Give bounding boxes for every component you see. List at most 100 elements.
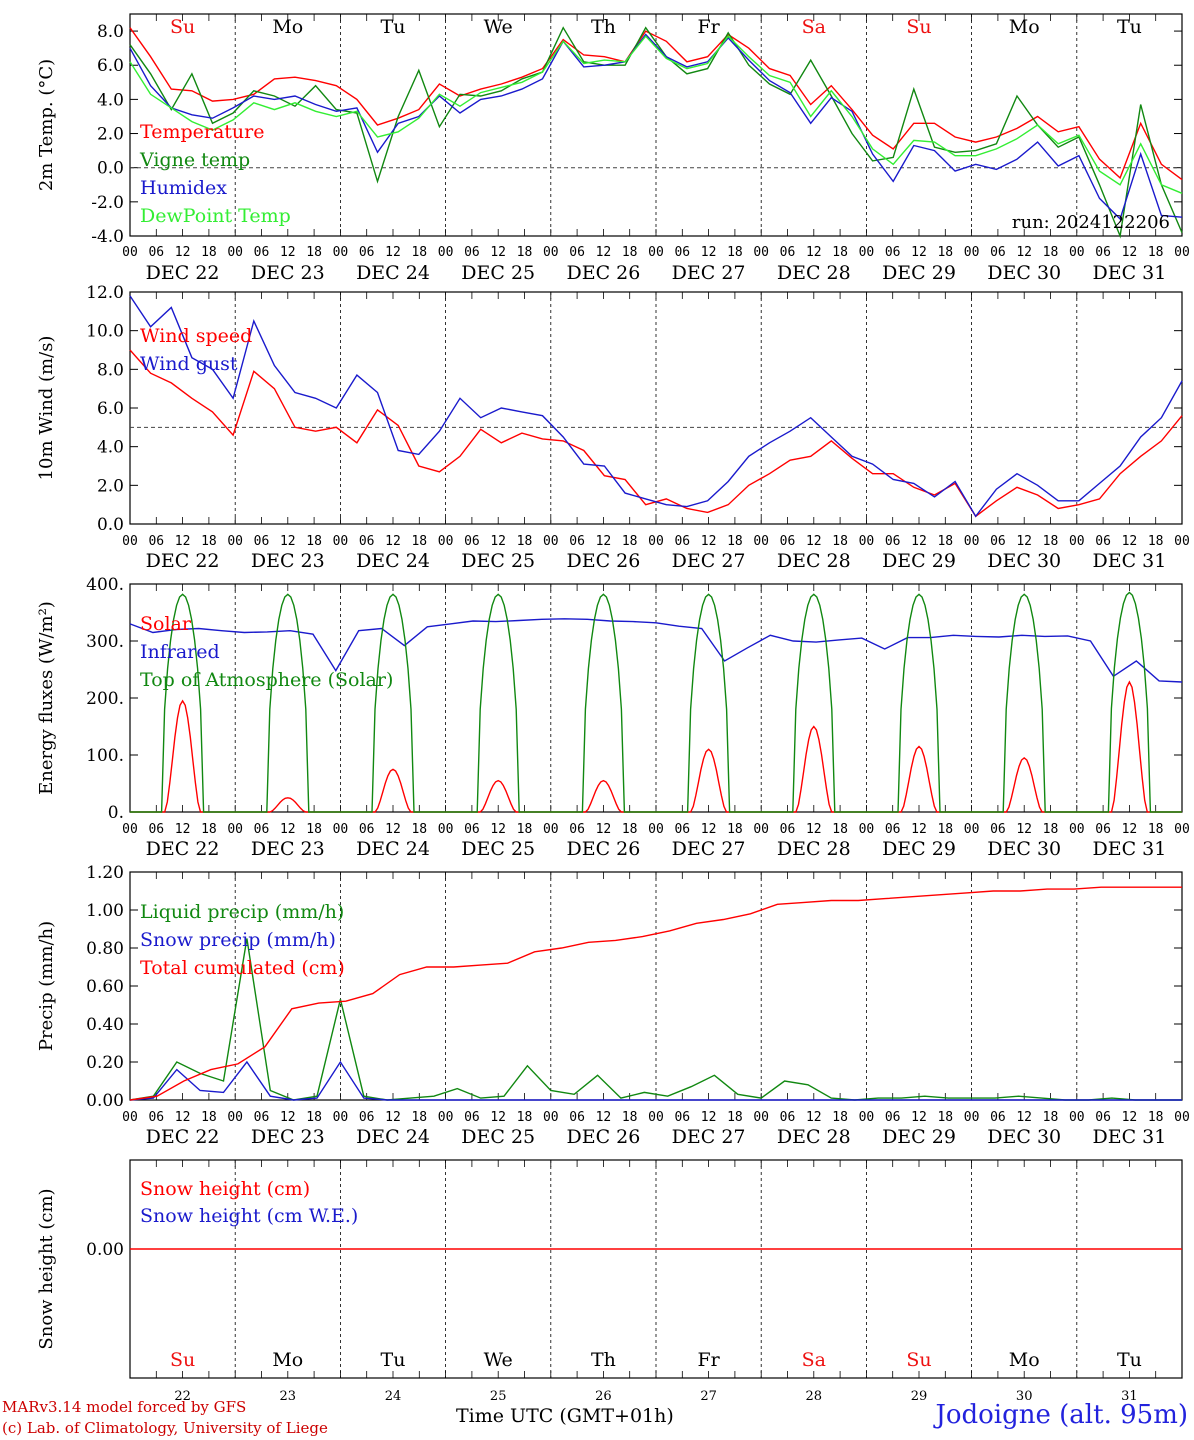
y-tick-label: 400. <box>86 575 124 595</box>
hour-tick-label: 06 <box>885 534 901 549</box>
hour-tick-label: 00 <box>543 245 559 260</box>
hour-tick-label: 18 <box>306 245 322 260</box>
y-tick-label: -4.0 <box>91 227 124 247</box>
hour-tick-label: 12 <box>596 1110 612 1125</box>
hour-tick-label: 00 <box>648 1110 664 1125</box>
y-tick-label: 6.0 <box>97 399 124 419</box>
weekday-label: Tu <box>381 1349 406 1371</box>
hour-tick-label: 00 <box>648 534 664 549</box>
hour-tick-label: 06 <box>1095 245 1111 260</box>
hour-tick-label: 18 <box>727 245 743 260</box>
hour-tick-label: 06 <box>359 534 375 549</box>
date-label: DEC 31 <box>1092 1126 1166 1148</box>
hour-tick-label: 06 <box>148 245 164 260</box>
date-label: DEC 25 <box>461 838 535 860</box>
hour-tick-label: 06 <box>148 534 164 549</box>
hour-tick-label: 00 <box>333 245 349 260</box>
hour-tick-label: 00 <box>1069 822 1085 837</box>
hour-tick-label: 00 <box>438 534 454 549</box>
hour-tick-label: 06 <box>464 534 480 549</box>
hour-tick-label: 00 <box>859 822 875 837</box>
y-tick-label: 0.0 <box>97 515 124 535</box>
hour-tick-label: 18 <box>1043 1110 1059 1125</box>
day-number-label: 28 <box>806 1389 823 1404</box>
hour-tick-label: 12 <box>385 822 401 837</box>
date-label: DEC 30 <box>987 550 1061 572</box>
series-line-total-cumulated-cm- <box>129 886 1182 1101</box>
hour-tick-label: 18 <box>727 534 743 549</box>
date-label: DEC 27 <box>672 838 746 860</box>
date-label: DEC 22 <box>146 838 220 860</box>
hour-tick-label: 18 <box>201 1110 217 1125</box>
hour-tick-label: 12 <box>1016 534 1032 549</box>
hour-tick-label: 00 <box>1174 534 1190 549</box>
lab-credit: (c) Lab. of Climatology, University of L… <box>2 1419 328 1437</box>
hour-tick-label: 18 <box>622 1110 638 1125</box>
hour-tick-label: 00 <box>543 822 559 837</box>
hour-tick-label: 06 <box>1095 822 1111 837</box>
y-tick-label: 10.0 <box>86 322 124 342</box>
hour-tick-label: 12 <box>385 245 401 260</box>
hour-tick-label: 12 <box>490 822 506 837</box>
hour-tick-label: 12 <box>911 245 927 260</box>
weekday-label: Fr <box>697 1349 720 1371</box>
hour-tick-label: 18 <box>937 1110 953 1125</box>
series-line-humidex <box>129 33 1183 221</box>
y-tick-label: 1.20 <box>86 863 124 883</box>
weekday-label: Mo <box>1009 1349 1040 1371</box>
legend-entry: Solar <box>140 613 192 635</box>
hour-tick-label: 06 <box>990 1110 1006 1125</box>
y-axis-label: Precip (mm/h) <box>36 921 57 1051</box>
hour-tick-label: 00 <box>1174 1110 1190 1125</box>
hour-tick-label: 18 <box>306 1110 322 1125</box>
day-number-label: 23 <box>280 1389 297 1404</box>
y-axis-label: Energy fluxes (W/m²) <box>36 601 57 795</box>
hour-tick-label: 12 <box>1016 1110 1032 1125</box>
hour-tick-label: 06 <box>885 245 901 260</box>
weekday-label: Mo <box>272 16 303 38</box>
hour-tick-label: 18 <box>517 1110 533 1125</box>
hour-tick-label: 18 <box>306 534 322 549</box>
hour-tick-label: 06 <box>780 822 796 837</box>
hour-tick-label: 18 <box>517 822 533 837</box>
day-number-label: 30 <box>1016 1389 1033 1404</box>
hour-tick-label: 12 <box>806 822 822 837</box>
hour-tick-label: 12 <box>911 534 927 549</box>
hour-tick-label: 18 <box>1043 822 1059 837</box>
hour-tick-label: 06 <box>990 534 1006 549</box>
hour-tick-label: 06 <box>359 822 375 837</box>
hour-tick-label: 12 <box>280 822 296 837</box>
hour-tick-label: 06 <box>990 245 1006 260</box>
hour-tick-label: 12 <box>175 245 191 260</box>
date-label: DEC 30 <box>987 838 1061 860</box>
y-tick-label: 0.80 <box>86 939 124 959</box>
hour-tick-label: 00 <box>227 534 243 549</box>
hour-tick-label: 06 <box>254 1110 270 1125</box>
legend-entry: Snow height (cm W.E.) <box>140 1205 358 1227</box>
y-tick-label: 2.0 <box>97 476 124 496</box>
hour-tick-label: 12 <box>701 245 717 260</box>
legend-entry: DewPoint Temp <box>140 205 291 227</box>
date-label: DEC 28 <box>777 838 851 860</box>
y-tick-label: 0.00 <box>86 1240 124 1260</box>
legend-entry: Wind gust <box>140 353 238 375</box>
date-label: DEC 28 <box>777 262 851 284</box>
y-tick-label: 0. <box>108 803 124 823</box>
hour-tick-label: 06 <box>674 245 690 260</box>
weekday-label: Mo <box>272 1349 303 1371</box>
date-label: DEC 22 <box>146 550 220 572</box>
date-label: DEC 27 <box>672 1126 746 1148</box>
hour-tick-label: 00 <box>227 1110 243 1125</box>
hour-tick-label: 00 <box>333 1110 349 1125</box>
date-label: DEC 29 <box>882 838 956 860</box>
legend-entry: Snow precip (mm/h) <box>140 929 336 951</box>
date-label: DEC 29 <box>882 1126 956 1148</box>
hour-tick-label: 06 <box>254 822 270 837</box>
hour-tick-label: 00 <box>1069 534 1085 549</box>
hour-tick-label: 18 <box>622 822 638 837</box>
day-number-label: 22 <box>174 1389 191 1404</box>
hour-tick-label: 00 <box>438 1110 454 1125</box>
series-line-top-of-atmosphere-solar- <box>130 591 1182 813</box>
day-number-label: 25 <box>490 1389 507 1404</box>
hour-tick-label: 18 <box>411 245 427 260</box>
